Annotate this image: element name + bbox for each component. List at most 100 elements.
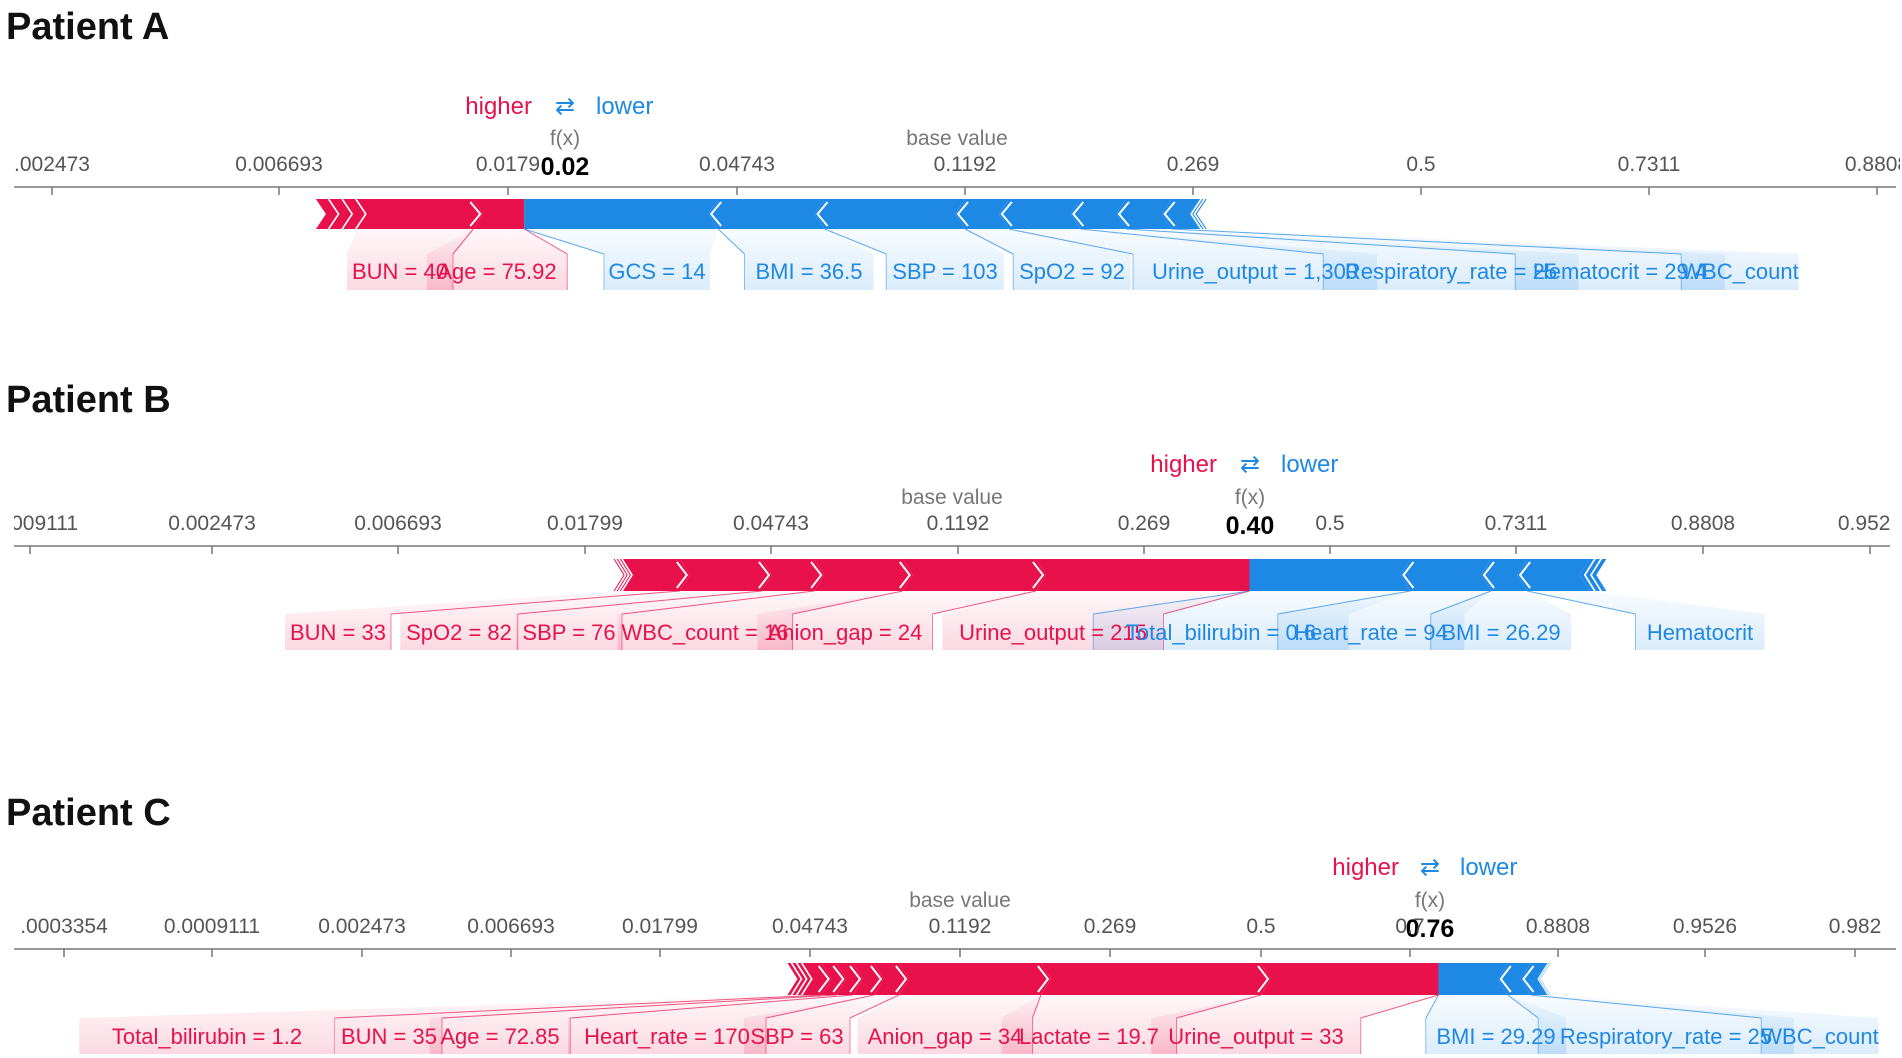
feature-chevron [1117,201,1130,227]
feature-connector-line [1527,590,1636,615]
feature-bar-higher [679,559,772,591]
feature-label-lower: WBC_count [1681,259,1798,284]
feature-chevron [1000,201,1013,227]
feature-bar-higher [622,559,690,591]
feature-bar-lower [1438,963,1508,995]
feature-chevron [709,201,722,227]
tick-label: 0.006693 [354,512,442,535]
feature-chevron [898,561,912,589]
fx-value: 0.40 [1226,512,1275,540]
feature-bar-lower [524,199,719,229]
feature-label-higher: Lactate = 19.7 [1019,1024,1159,1049]
feature-label-lower: BMI = 29.29 [1436,1024,1555,1049]
feature-connector-line [1360,994,1439,1019]
feature-connector-line [334,994,822,1019]
feature-label-lower: Respiratory_rate = 25 [1560,1024,1772,1049]
tick-label: 0.01799 [547,512,623,535]
base-value-label: base value [901,486,1003,509]
feature-connector-line [390,590,680,615]
feature-bar-higher [821,963,847,995]
feature-label-lower: Urine_output = 1,300 [1152,259,1358,284]
feature-chevron [895,965,908,993]
panel-patient-b: Patient B higher ⇄ lower f(x) 0.40 base … [6,379,1902,650]
legend: higher ⇄ lower [1332,854,1517,881]
feature-chevron [956,201,969,227]
tick-label: 0.5 [1246,915,1275,938]
fx-value: 0.02 [541,153,590,181]
feature-label-lower: BMI = 36.5 [755,259,862,284]
feature-label-higher: Urine_output = 33 [1168,1024,1344,1049]
legend: higher ⇄ lower [1150,451,1338,478]
legend-arrow-icon: ⇄ [1420,854,1440,881]
feature-bar-tail [315,199,338,229]
legend-higher: higher [465,93,532,120]
tick-label: 0.006693 [235,153,323,176]
feature-connector-line [1080,228,1324,255]
feature-connector-line [824,228,887,255]
feature-bar-higher [761,559,825,591]
feature-connector [1008,229,1377,290]
feature-label-higher: BUN = 33 [290,620,386,645]
feature-bar-tail [792,963,806,995]
tick-label: 0.8808 [1526,915,1590,938]
feature-label-higher: BUN = 40 [352,259,448,284]
feature-bar-higher [1040,963,1271,995]
axis-ticks: .002473 0.006693 0.0179 0.04743 0.1192 0.269 0… [14,153,1902,195]
feature-chevron [817,965,830,993]
feature-label-higher: Anion_gap = 24 [768,620,923,645]
feature-label-lower: Heart_rate = 94 [1294,620,1447,645]
tick-label: 0.5 [1315,512,1344,535]
feature-label-lower: Respiratory_rate = 25 [1345,259,1557,284]
feature-connector-line [524,228,568,255]
legend-lower: lower [1460,854,1517,881]
feature-bar-higher [852,963,884,995]
feature-connector [1080,229,1579,290]
tick-label: 0.9526 [1838,512,1902,535]
fx-value: 0.76 [1406,915,1455,943]
tick-label: 0.982 [1829,915,1882,938]
feature-bar-higher [802,963,832,995]
feature-connector [965,229,1131,290]
feature-label-higher: Age = 72.85 [440,1024,559,1049]
feature-connector [285,591,680,650]
feature-bar-higher [473,199,525,229]
feature-connector-line [1425,994,1440,1019]
feature-chevron [849,965,862,993]
feature-bar-lower [955,199,1009,229]
tick-label: 0.7311 [1485,512,1548,535]
feature-connector-line [1171,228,1682,255]
feature-label-higher: BUN = 35 [341,1024,437,1049]
feature-forces: Total_bilirubin = 1.2 BUN = 35 Age = 72.85… [79,963,1879,1054]
tick-label: 0.7311 [1618,153,1681,176]
feature-label-higher: Total_bilirubin = 1.2 [112,1024,302,1049]
feature-chevron [816,201,829,227]
tick-label: 0.1192 [934,153,997,176]
legend-higher: higher [1332,854,1399,881]
feature-connector [429,995,853,1054]
tick-label: 0.0179 [476,153,540,176]
feature-connector-line [1093,590,1250,615]
feature-connector [824,229,1004,290]
legend-lower: lower [596,93,653,120]
feature-chevron [676,561,689,589]
fx-label: f(x) [1415,889,1445,912]
feature-connector-line [964,228,1014,255]
feature-bar-lower [814,199,965,229]
feature-bar-higher [814,559,913,591]
tick-label: 0.04743 [772,915,848,938]
feature-chevron [1499,965,1512,993]
feature-chevron [469,201,482,227]
feature-label-higher: Age = 75.92 [437,259,556,284]
tick-label: 0.8808 [1671,512,1735,535]
feature-label-lower: Hematocrit [1647,620,1753,645]
feature-label-higher: SBP = 76 [522,620,615,645]
tick-label: 0.269 [1118,512,1171,535]
feature-bar-lower [1116,199,1172,229]
feature-connector [400,591,762,650]
feature-label-higher: SpO2 = 82 [406,620,512,645]
feature-chevron [1032,561,1045,589]
tick-label: 0.8808 [1845,153,1902,176]
feature-chevron [1037,965,1050,993]
